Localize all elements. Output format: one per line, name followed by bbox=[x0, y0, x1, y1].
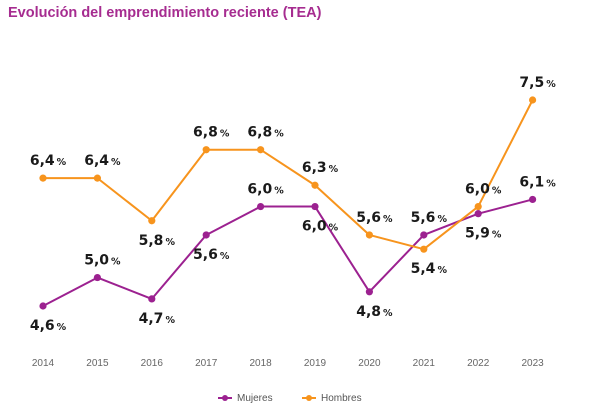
data-label-hombres-2018: 6,8% bbox=[247, 125, 284, 141]
point-mujeres-2022 bbox=[474, 210, 482, 218]
point-mujeres-2020 bbox=[365, 288, 373, 296]
data-label-hombres-2016: 5,8% bbox=[139, 233, 176, 249]
data-label-hombres-2022: 6,0% bbox=[465, 182, 502, 198]
point-mujeres-2017 bbox=[202, 231, 210, 239]
point-hombres-2019 bbox=[311, 181, 319, 189]
data-label-mujeres-2015: 5,0% bbox=[84, 253, 121, 269]
point-mujeres-2019 bbox=[311, 202, 319, 211]
point-mujeres-2018 bbox=[257, 202, 265, 211]
point-hombres-2023 bbox=[529, 96, 537, 104]
point-hombres-2015 bbox=[93, 174, 101, 182]
point-mujeres-2023 bbox=[529, 195, 537, 204]
data-label-hombres-2020: 5,6% bbox=[356, 210, 393, 226]
point-mujeres-2016 bbox=[148, 295, 156, 303]
legend-marker-hombres bbox=[306, 395, 312, 401]
data-label-mujeres-2017: 5,6% bbox=[193, 247, 230, 263]
legend-label-mujeres: Mujeres bbox=[237, 393, 273, 404]
point-hombres-2022 bbox=[474, 202, 482, 211]
data-label-hombres-2017: 6,8% bbox=[193, 125, 230, 141]
data-label-hombres-2014: 6,4% bbox=[30, 153, 67, 169]
point-hombres-2020 bbox=[365, 231, 373, 239]
data-label-hombres-2015: 6,4% bbox=[84, 153, 121, 169]
x-tick-2016: 2016 bbox=[141, 358, 164, 369]
data-label-mujeres-2022: 5,9% bbox=[465, 226, 502, 242]
x-tick-2018: 2018 bbox=[249, 358, 272, 369]
point-hombres-2021 bbox=[420, 245, 428, 253]
data-label-mujeres-2018: 6,0% bbox=[247, 182, 284, 198]
x-tick-2015: 2015 bbox=[86, 358, 109, 369]
chart-title: Evolución del emprendimiento reciente (T… bbox=[8, 5, 322, 21]
point-mujeres-2021 bbox=[420, 231, 428, 239]
legend-marker-mujeres bbox=[222, 395, 228, 401]
point-hombres-2016 bbox=[148, 217, 156, 225]
point-mujeres-2014 bbox=[39, 302, 47, 310]
x-tick-2023: 2023 bbox=[521, 358, 544, 369]
data-label-mujeres-2019: 6,0% bbox=[302, 219, 339, 235]
x-tick-2022: 2022 bbox=[467, 358, 490, 369]
legend-label-hombres: Hombres bbox=[321, 393, 362, 404]
data-label-mujeres-2016: 4,7% bbox=[139, 311, 176, 327]
x-tick-2017: 2017 bbox=[195, 358, 218, 369]
x-tick-2014: 2014 bbox=[32, 358, 55, 369]
series-line-mujeres bbox=[42, 198, 533, 307]
data-label-hombres-2023: 7,5% bbox=[519, 75, 556, 91]
data-label-mujeres-2021: 5,6% bbox=[411, 210, 448, 226]
point-hombres-2017 bbox=[202, 146, 210, 154]
x-tick-2019: 2019 bbox=[304, 358, 327, 369]
point-mujeres-2015 bbox=[93, 273, 101, 282]
x-tick-2020: 2020 bbox=[358, 358, 381, 369]
series-line-hombres bbox=[43, 99, 534, 251]
x-tick-2021: 2021 bbox=[413, 358, 436, 369]
point-hombres-2014 bbox=[39, 174, 47, 182]
point-hombres-2018 bbox=[257, 146, 265, 154]
data-label-hombres-2021: 5,4% bbox=[411, 261, 448, 277]
data-label-hombres-2019: 6,3% bbox=[302, 160, 339, 176]
data-label-mujeres-2014: 4,6% bbox=[30, 318, 67, 334]
data-label-mujeres-2023: 6,1% bbox=[519, 174, 556, 190]
data-label-mujeres-2020: 4,8% bbox=[356, 304, 393, 320]
